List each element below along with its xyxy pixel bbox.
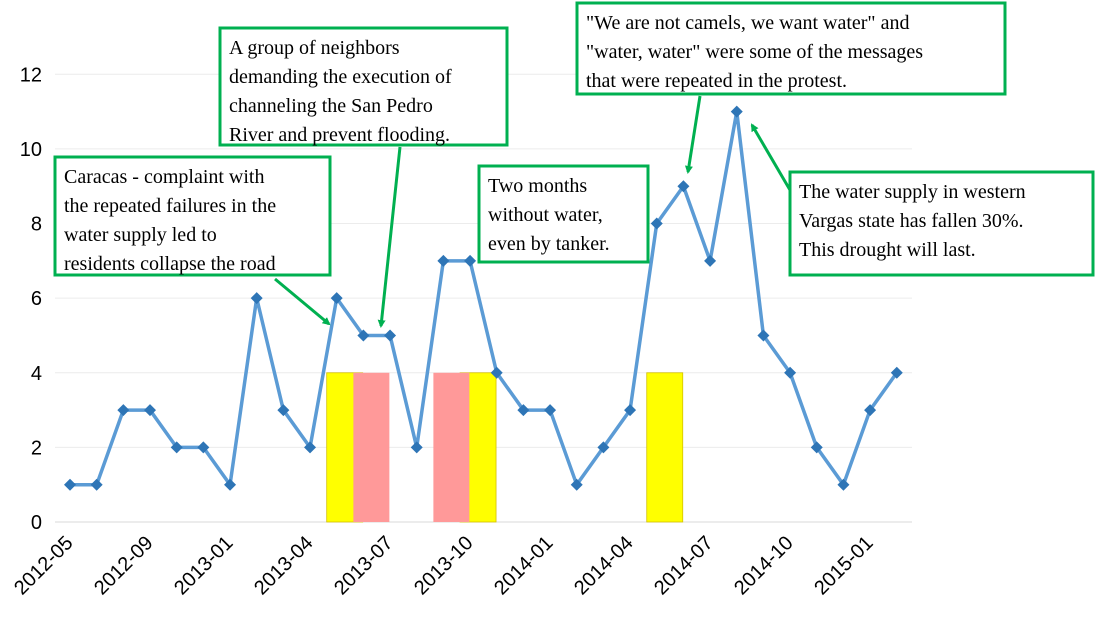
x-tick-label: 2014-04 <box>570 532 637 599</box>
marker <box>437 254 450 267</box>
marker <box>650 217 663 230</box>
marker <box>410 441 423 454</box>
annotation-text: without water, <box>488 204 603 226</box>
annotation-box <box>218 26 509 147</box>
annotation-text: that were repeated in the protest. <box>586 70 847 92</box>
marker <box>757 329 770 342</box>
annotation-box <box>53 155 332 277</box>
x-tick-label: 2013-07 <box>330 532 397 599</box>
marker <box>704 254 717 267</box>
x-tick-label: 2014-10 <box>730 532 797 599</box>
marker <box>624 404 637 417</box>
annotation-text: "water, water" were some of the messages <box>586 41 923 63</box>
marker <box>330 292 343 305</box>
annotation-arrow <box>684 95 702 174</box>
x-tick-label: 2013-10 <box>410 532 477 599</box>
annotation-text: residents collapse the road <box>64 253 276 275</box>
y-tick-label: 12 <box>20 64 42 86</box>
annotation-text: A group of neighbors <box>229 37 400 59</box>
line <box>70 109 899 487</box>
x-tick-label: 2013-01 <box>170 532 237 599</box>
annotation-text: This drought will last. <box>799 239 976 261</box>
annotation-box <box>575 1 1007 96</box>
marker <box>837 478 850 491</box>
annotation-arrow <box>377 146 402 328</box>
annotation-text: water supply led to <box>64 224 217 246</box>
annotation-box <box>788 170 1095 277</box>
marker <box>384 329 397 342</box>
y-tick-label: 0 <box>31 512 42 534</box>
y-tick-label: 2 <box>31 437 42 459</box>
annotation-text: Caracas - complaint with <box>64 166 265 188</box>
bar <box>646 372 684 523</box>
annotation-arrow <box>750 123 792 191</box>
annotation-text: channeling the San Pedro <box>229 95 433 117</box>
y-tick-label: 8 <box>31 214 42 236</box>
marker <box>544 404 557 417</box>
x-tick-label: 2012-09 <box>90 532 157 599</box>
marker <box>144 404 157 417</box>
annotation-text: "We are not camels, we want water" and <box>586 12 909 34</box>
marker <box>784 366 797 379</box>
x-tick-label: 2014-07 <box>650 532 717 599</box>
marker <box>277 404 290 417</box>
annotation-text: The water supply in western <box>799 181 1026 203</box>
marker <box>730 105 743 118</box>
marker <box>570 478 583 491</box>
x-tick-label: 2014-01 <box>490 532 557 599</box>
y-tick-label: 10 <box>20 139 42 161</box>
marker <box>170 441 183 454</box>
marker <box>224 478 237 491</box>
annotation-arrow <box>274 277 331 326</box>
annotation-text: Vargas state has fallen 30%. <box>799 210 1024 232</box>
marker <box>677 180 690 193</box>
marker <box>250 292 263 305</box>
marker <box>864 404 877 417</box>
x-tick-label: 2013-04 <box>250 532 317 599</box>
marker <box>117 404 130 417</box>
bar <box>353 372 390 522</box>
annotation-text: River and prevent flooding. <box>229 124 450 146</box>
x-tick-label: 2015-01 <box>810 532 877 599</box>
marker <box>890 366 903 379</box>
marker <box>90 478 103 491</box>
x-tick-label: 2012-05 <box>10 532 77 599</box>
annotation-text: even by tanker. <box>488 233 610 255</box>
marker <box>304 441 317 454</box>
marker <box>197 441 210 454</box>
bar <box>433 372 470 522</box>
annotation-text: demanding the execution of <box>229 66 452 88</box>
annotation-box <box>477 164 650 264</box>
y-tick-label: 6 <box>31 288 42 310</box>
marker <box>597 441 610 454</box>
marker <box>464 254 477 267</box>
marker <box>490 366 503 379</box>
marker <box>64 478 76 491</box>
marker <box>517 404 530 417</box>
annotation-text: the repeated failures in the <box>64 195 276 217</box>
marker <box>810 441 823 454</box>
y-tick-label: 4 <box>31 363 42 385</box>
annotation-text: Two months <box>488 175 587 197</box>
marker <box>357 329 370 342</box>
